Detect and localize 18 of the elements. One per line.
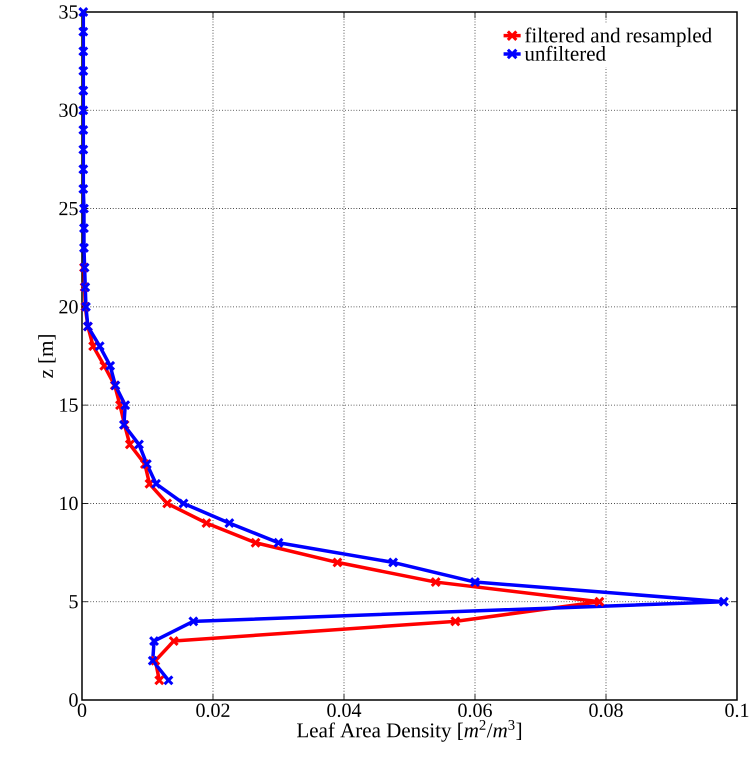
x-axis-title: Leaf Area Density [m$^{2}$/m$^{3}$]	[297, 720, 522, 742]
y-axis-title: z [m]	[38, 335, 56, 378]
y-tick-label: 20	[59, 300, 78, 314]
x-tick-label: 0	[78, 704, 86, 718]
y-tick-label: 25	[59, 202, 78, 216]
x-tick-label: 0.02	[196, 704, 230, 718]
y-tick-label: 0	[69, 693, 78, 707]
x-tick-label: 0.08	[589, 704, 623, 718]
x-tick-label: 0.04	[327, 704, 362, 718]
y-tick-label: 30	[59, 104, 78, 118]
y-tick-label: 10	[60, 496, 78, 510]
legend-label: filtered and resampled	[525, 28, 712, 47]
y-tick-label: 15	[60, 398, 78, 412]
y-tick-label: 35	[59, 5, 78, 19]
x-tick-label: 0.1	[725, 704, 748, 718]
x-tick-label: 0.06	[458, 704, 492, 718]
y-tick-label: 5	[70, 595, 78, 608]
legend-label: unfiltered	[524, 46, 606, 61]
